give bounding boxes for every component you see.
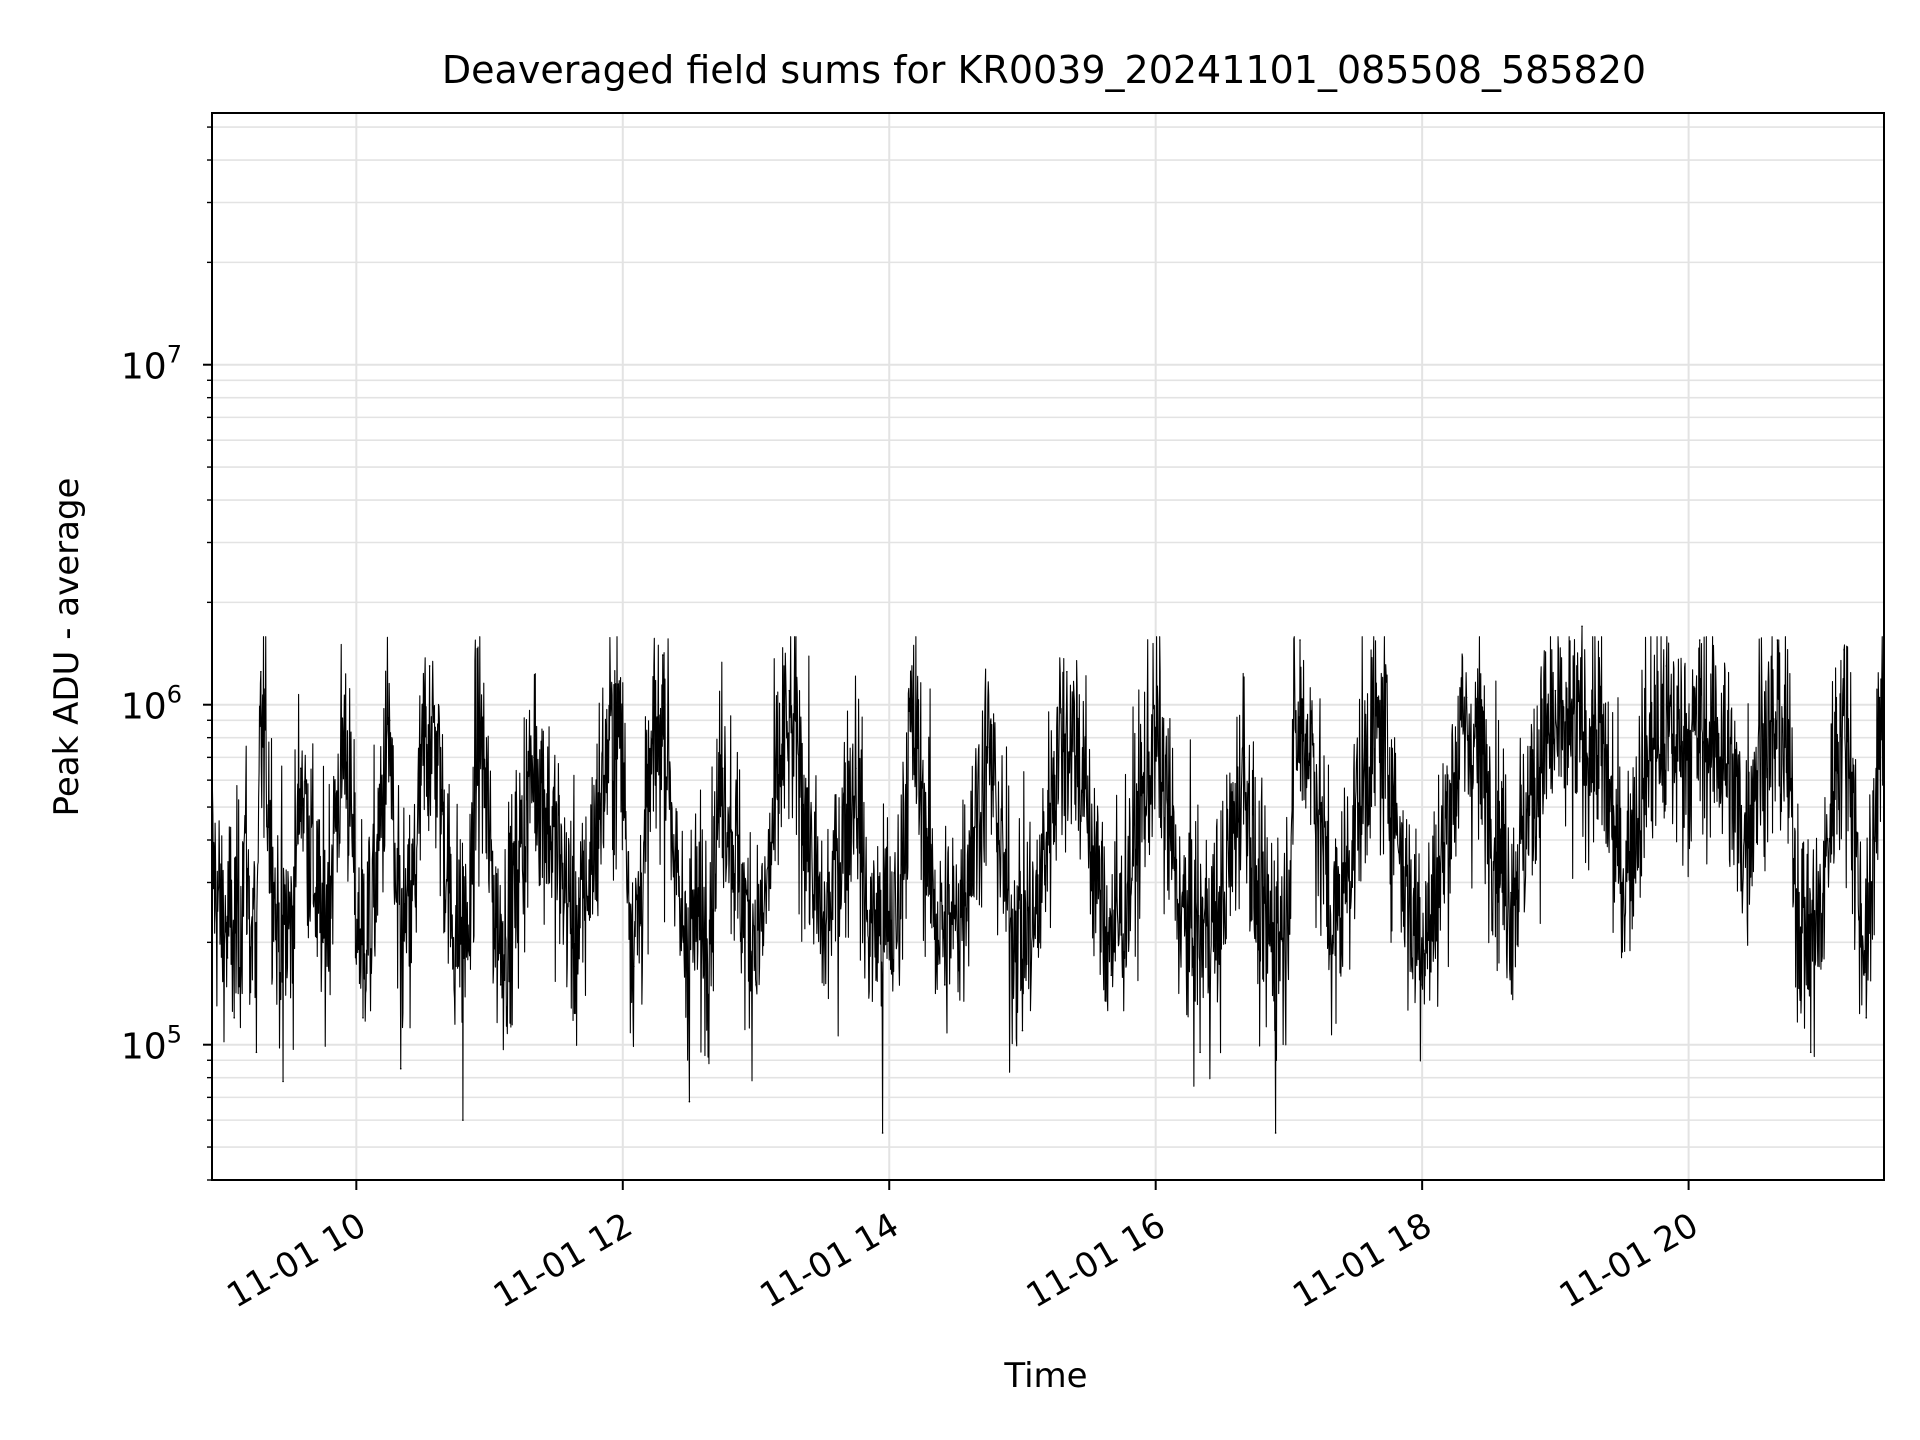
series-layer (211, 178, 1885, 1134)
data-point (1243, 756, 1246, 759)
data-point (233, 1016, 235, 1019)
data-point (661, 654, 664, 656)
data-point (1554, 689, 1557, 692)
data-point (1465, 696, 1468, 699)
data-point (428, 665, 431, 667)
data-point (821, 941, 824, 944)
data-point (1776, 639, 1779, 641)
data-point (1199, 1051, 1201, 1054)
data-point (1581, 625, 1583, 628)
data-point (1274, 1132, 1277, 1134)
data-point (1743, 839, 1745, 841)
data-point (1066, 670, 1068, 673)
data-point (399, 1067, 402, 1070)
data-point (448, 891, 451, 894)
data-point (462, 1119, 464, 1121)
data-point (881, 1132, 884, 1134)
data-point (617, 683, 620, 685)
data-point (1865, 1016, 1868, 1019)
data-point (244, 832, 247, 834)
data-point (1843, 649, 1845, 651)
data-point (273, 881, 275, 884)
y-tick-label: 107 (121, 341, 182, 388)
data-point (721, 767, 724, 770)
y-axis-label: Peak ADU - average (47, 478, 87, 817)
data-point (1698, 639, 1701, 641)
data-point (988, 746, 990, 748)
x-axis-label: Time (1003, 1356, 1087, 1396)
y-tick-label: 106 (121, 681, 182, 728)
y-tick-label: 105 (121, 1021, 182, 1068)
data-point (1154, 727, 1157, 730)
data-point (1021, 1029, 1024, 1032)
data-point (633, 965, 635, 968)
data-point (255, 1051, 258, 1054)
data-point (1665, 665, 1668, 667)
data-point (788, 689, 791, 692)
data-point (943, 984, 946, 986)
data-point (688, 1100, 691, 1103)
data-point (1376, 696, 1379, 699)
data-point (499, 984, 502, 986)
data-point (1621, 881, 1623, 884)
data-point (388, 719, 391, 722)
data-point (226, 957, 229, 959)
series-line (211, 179, 1885, 1134)
data-point (1332, 941, 1335, 944)
data-point (1299, 639, 1301, 641)
data-point (1110, 974, 1113, 977)
data-point (1510, 891, 1512, 894)
data-point (755, 984, 757, 986)
data-point (1809, 1051, 1812, 1054)
data-point (855, 767, 857, 770)
data-point (477, 703, 480, 706)
data-point (362, 1016, 364, 1019)
data-point (1878, 696, 1881, 699)
data-point (344, 727, 347, 730)
data-point (533, 756, 535, 759)
chart-title: Deaveraged field sums for KR0039_2024110… (442, 48, 1646, 92)
data-point (322, 941, 324, 944)
plot-frame (211, 112, 1885, 1181)
data-point (577, 941, 580, 944)
data-point (910, 711, 913, 714)
data-point (260, 670, 262, 673)
data-point (282, 1080, 284, 1083)
data-point (1421, 984, 1423, 986)
data-point (300, 767, 302, 770)
